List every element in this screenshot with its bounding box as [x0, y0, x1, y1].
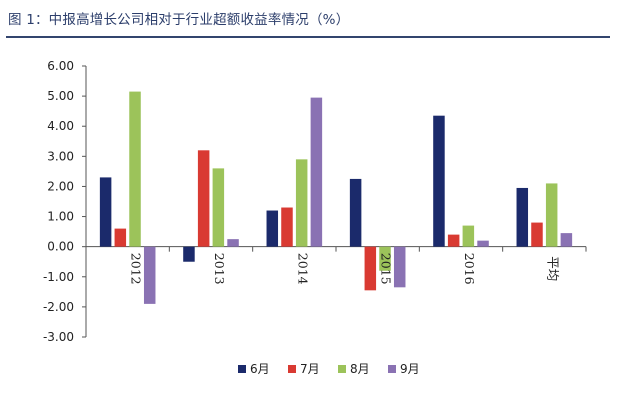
bar-6月-2014 — [266, 210, 279, 247]
y-tick-label: -3.00 — [43, 330, 74, 344]
bar-9月-2013 — [227, 239, 239, 247]
bar-6月-2015 — [349, 178, 362, 247]
y-tick-label: -2.00 — [43, 300, 74, 314]
axes — [82, 65, 587, 338]
legend-label: 7月 — [300, 362, 320, 376]
y-tick-label: 3.00 — [47, 149, 74, 163]
bar-6月-2013 — [183, 246, 195, 262]
bar-7月-平均 — [531, 222, 543, 247]
bar-8月-2015 — [379, 246, 391, 271]
legend-swatch — [338, 365, 346, 373]
x-category-label: 平均 — [545, 256, 560, 281]
legend-label: 9月 — [400, 362, 420, 376]
x-category-label: 2014 — [295, 253, 310, 285]
legend-label: 8月 — [350, 362, 370, 376]
bar-7月-2015 — [364, 246, 377, 291]
y-tick-label: 2.00 — [47, 179, 74, 193]
x-category-label: 2016 — [462, 253, 477, 285]
bar-9月-2016 — [477, 240, 489, 247]
bar-7月-2012 — [114, 228, 127, 247]
y-tick-label: 1.00 — [47, 210, 74, 224]
bar-8月-2013 — [212, 168, 225, 247]
y-tick-label: 4.00 — [47, 119, 74, 133]
x-category-label: 2013 — [212, 253, 227, 285]
legend: 6月 7月 8月 9月 — [238, 362, 420, 376]
title-divider — [6, 36, 610, 38]
bar-6月-2016 — [433, 115, 445, 247]
bar-9月-2014 — [310, 97, 323, 247]
bar-9月-2015 — [393, 246, 406, 288]
legend-swatch — [288, 365, 296, 373]
bar-8月-2012 — [129, 91, 141, 247]
y-tick-label: 5.00 — [47, 89, 74, 103]
legend-swatch — [238, 365, 246, 373]
bars — [99, 91, 573, 304]
bar-7月-2013 — [197, 150, 210, 247]
bar-9月-2012 — [143, 246, 156, 304]
bar-8月-2014 — [295, 159, 308, 247]
bar-7月-2014 — [281, 207, 293, 247]
axis-labels: 6.00 5.00 4.00 3.00 2.00 1.00 0.00 -1.00 -2.00 -3… — [43, 59, 560, 344]
x-category-label: 2015 — [379, 253, 394, 285]
x-category-label: 2012 — [129, 253, 144, 285]
bar-6月-平均 — [516, 187, 529, 247]
bar-9月-平均 — [560, 233, 573, 247]
bar-8月-2016 — [462, 225, 475, 247]
legend-swatch — [388, 365, 396, 373]
y-tick-label: -1.00 — [43, 270, 74, 284]
bar-6月-2012 — [99, 177, 112, 247]
chart-title: 图 1：中报高增长公司相对于行业超额收益率情况（%） — [8, 12, 350, 28]
legend-label: 6月 — [250, 362, 270, 376]
y-tick-label: 6.00 — [47, 59, 74, 73]
bar-7月-2016 — [447, 234, 460, 247]
bar-8月-平均 — [545, 183, 558, 247]
y-tick-label: 0.00 — [47, 240, 74, 254]
